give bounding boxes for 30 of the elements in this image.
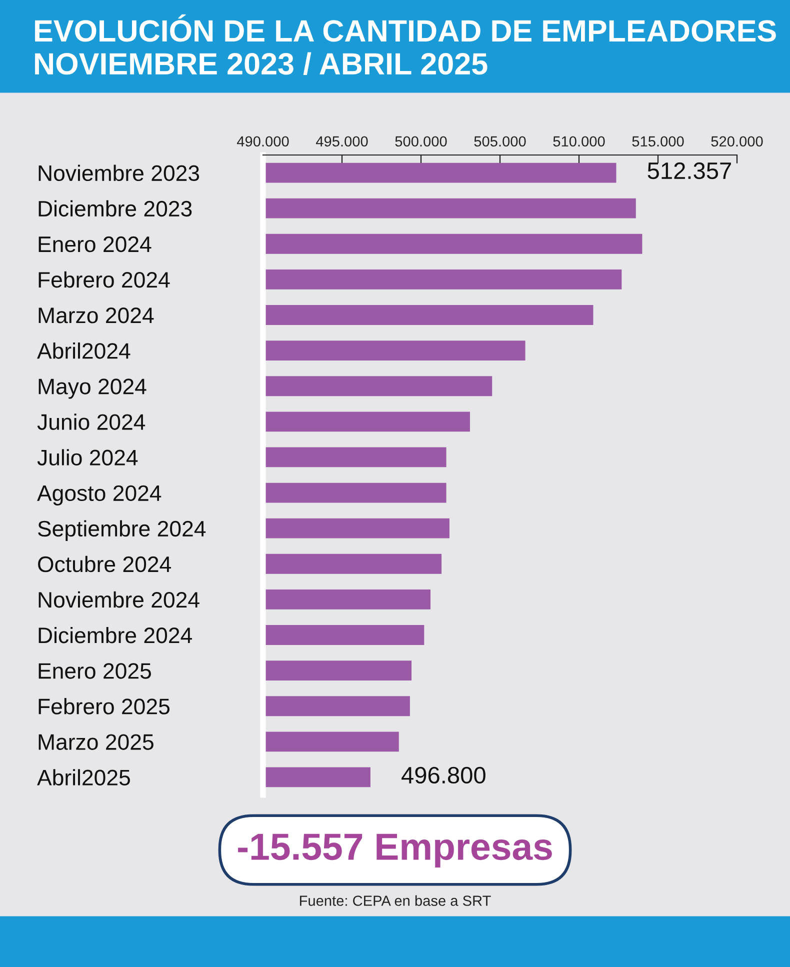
x-tick-label: 500.000: [395, 136, 447, 147]
y-tick-label: Junio 2024: [37, 414, 146, 430]
x-tick-label: 520.000: [711, 136, 763, 147]
y-tick-label: Marzo 2025: [38, 734, 154, 750]
y-tick-label: Diciembre 2023: [38, 200, 192, 217]
y-tick-label: Agosto 2024: [37, 485, 162, 506]
y-tick-label: Abril2024: [37, 342, 130, 359]
y-tick-label: Noviembre 2024: [38, 591, 200, 608]
x-tick-label: 515.000: [632, 136, 684, 147]
y-tick-label: Octubre 2024: [38, 556, 172, 572]
chart-title: EVOLUCIÓN DE LA CANTIDAD DE EMPLEADORES NOVIEMBRE 2023 / ABRIL 2025: [35, 14, 776, 75]
source-note: Fuente: CEPA en base a SRT: [300, 895, 491, 906]
x-tick-label: 495.000: [316, 136, 368, 147]
x-tick-label: 510.000: [553, 136, 605, 147]
y-tick-label: Diciembre 2024: [38, 626, 192, 644]
y-tick-label: Marzo 2024: [38, 308, 154, 324]
y-tick-label: Febrero 2025: [38, 698, 170, 714]
y-tick-label: Abril2025: [37, 769, 130, 786]
y-tick-label: Julio 2024: [37, 449, 138, 466]
x-tick-label: 490.000: [236, 136, 289, 147]
y-tick-label: Mayo 2024: [38, 378, 146, 399]
x-tick-label: 505.000: [474, 136, 526, 147]
data-label: 496.800: [402, 766, 486, 784]
y-tick-label: Noviembre 2023: [38, 164, 200, 182]
y-tick-label: Febrero 2024: [38, 271, 170, 288]
data-label: 512.357: [648, 162, 731, 180]
y-tick-label: Enero 2024: [38, 236, 152, 252]
y-tick-label: Enero 2025: [38, 663, 151, 679]
y-tick-label: Septiembre 2024: [38, 520, 206, 541]
text: -15.557 Empresas: [238, 834, 552, 868]
